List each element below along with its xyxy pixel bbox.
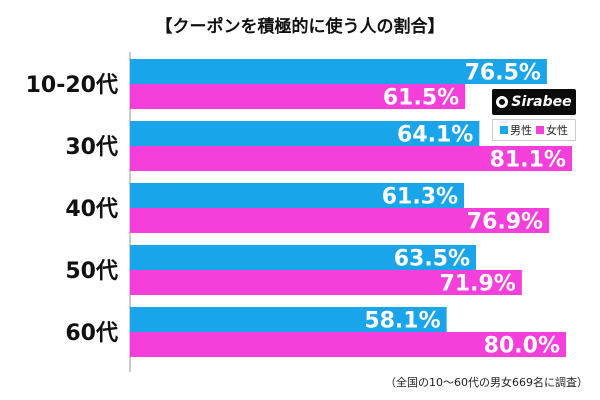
bar-female: [130, 146, 572, 171]
value-label-female: 80.0%: [484, 334, 560, 359]
category-label: 50代: [65, 259, 118, 284]
bar-male: [130, 307, 447, 332]
category-label: 40代: [65, 197, 118, 222]
sirabee-logo-icon: [496, 96, 509, 108]
chart-footnote: （全国の10～60代の男女669名に調査）: [385, 376, 588, 389]
sirabee-logo: Sirabee: [492, 89, 576, 115]
bar-female: [130, 208, 550, 233]
value-label-female: 76.9%: [467, 210, 543, 235]
legend-item-male: 男性: [500, 122, 532, 138]
value-label-male: 64.1%: [397, 123, 473, 148]
chart-title: 【クーポンを積極的に使う人の割合】: [155, 17, 445, 37]
bar-female: [130, 332, 566, 357]
value-label-female: 71.9%: [440, 272, 516, 297]
category-label: 30代: [65, 135, 118, 160]
legend-label-male: 男性: [510, 124, 532, 137]
value-label-male: 58.1%: [364, 309, 440, 334]
bar-male: [130, 245, 477, 270]
bar-male: [130, 121, 480, 146]
value-label-female: 81.1%: [490, 148, 566, 173]
value-label-male: 63.5%: [394, 247, 470, 272]
logo-text: Sirabee: [511, 94, 572, 110]
value-label-female: 61.5%: [383, 86, 459, 111]
chart-legend: 男性 女性: [492, 119, 576, 141]
bar-male: [130, 59, 547, 84]
legend-swatch-female: [536, 126, 544, 134]
legend-swatch-male: [500, 126, 508, 134]
legend-label-female: 女性: [546, 124, 568, 137]
legend-item-female: 女性: [536, 122, 568, 138]
bar-male: [130, 183, 465, 208]
category-label: 60代: [65, 321, 118, 346]
bar-female: [130, 270, 522, 295]
value-label-male: 61.3%: [382, 185, 458, 210]
value-label-male: 76.5%: [465, 61, 541, 86]
bar-female: [130, 84, 466, 109]
category-label: 10-20代: [26, 73, 118, 98]
